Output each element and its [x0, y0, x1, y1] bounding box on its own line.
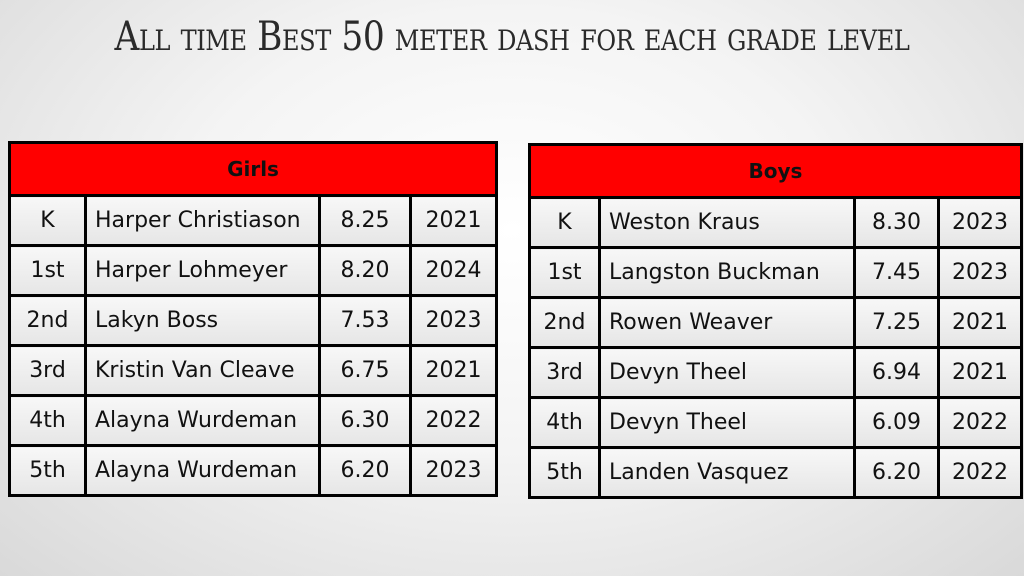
time-cell: 7.53: [318, 294, 412, 347]
name-cell: Alayna Wurdeman: [84, 394, 321, 447]
year-cell: 2021: [408, 194, 499, 247]
name-cell: Devyn Theel: [598, 396, 856, 449]
name-cell: Alayna Wurdeman: [84, 444, 321, 497]
name-cell: Weston Kraus: [598, 196, 856, 249]
time-cell: 6.20: [318, 444, 412, 497]
girls-header-row: Girls: [7, 141, 499, 197]
year-cell: 2022: [937, 446, 1023, 499]
year-cell: 2023: [408, 294, 499, 347]
grade-cell: 2nd: [528, 296, 601, 349]
page-title: All time Best 50 meter dash for each gra…: [114, 14, 910, 60]
name-cell: Harper Christiason: [84, 194, 321, 247]
table-row: 2nd Lakyn Boss 7.53 2023: [8, 294, 499, 347]
time-cell: 6.09: [853, 396, 940, 449]
grade-cell: 2nd: [8, 294, 87, 347]
grade-cell: K: [8, 194, 87, 247]
time-cell: 8.25: [318, 194, 412, 247]
year-cell: 2023: [937, 246, 1023, 299]
grade-cell: 5th: [528, 446, 601, 499]
table-row: 4th Devyn Theel 6.09 2022: [528, 396, 1023, 449]
time-cell: 6.75: [318, 344, 412, 397]
grade-cell: 5th: [8, 444, 87, 497]
year-cell: 2024: [408, 244, 499, 297]
grade-cell: 1st: [528, 246, 601, 299]
boys-header: Boys: [528, 143, 1023, 199]
time-cell: 8.30: [853, 196, 940, 249]
time-cell: 7.45: [853, 246, 940, 299]
year-cell: 2021: [408, 344, 499, 397]
name-cell: Langston Buckman: [598, 246, 856, 299]
year-cell: 2023: [408, 444, 499, 497]
table-row: 4th Alayna Wurdeman 6.30 2022: [8, 394, 499, 447]
year-cell: 2022: [937, 396, 1023, 449]
table-row: 5th Landen Vasquez 6.20 2022: [528, 446, 1023, 499]
year-cell: 2021: [937, 296, 1023, 349]
name-cell: Rowen Weaver: [598, 296, 856, 349]
grade-cell: 3rd: [8, 344, 87, 397]
table-row: 1st Langston Buckman 7.45 2023: [528, 246, 1023, 299]
girls-table: Girls K Harper Christiason 8.25 2021 1st…: [7, 141, 499, 497]
table-row: 1st Harper Lohmeyer 8.20 2024: [8, 244, 499, 297]
boys-table: Boys K Weston Kraus 8.30 2023 1st Langst…: [528, 143, 1023, 499]
time-cell: 6.30: [318, 394, 412, 447]
name-cell: Devyn Theel: [598, 346, 856, 399]
grade-cell: 1st: [8, 244, 87, 297]
table-row: K Harper Christiason 8.25 2021: [8, 194, 499, 247]
time-cell: 6.20: [853, 446, 940, 499]
grade-cell: 4th: [8, 394, 87, 447]
table-row: 2nd Rowen Weaver 7.25 2021: [528, 296, 1023, 349]
grade-cell: K: [528, 196, 601, 249]
table-row: 5th Alayna Wurdeman 6.20 2023: [8, 444, 499, 497]
year-cell: 2022: [408, 394, 499, 447]
grade-cell: 3rd: [528, 346, 601, 399]
name-cell: Kristin Van Cleave: [84, 344, 321, 397]
girls-header: Girls: [7, 141, 499, 197]
table-row: K Weston Kraus 8.30 2023: [528, 196, 1023, 249]
table-row: 3rd Kristin Van Cleave 6.75 2021: [8, 344, 499, 397]
boys-header-row: Boys: [528, 143, 1023, 199]
time-cell: 7.25: [853, 296, 940, 349]
year-cell: 2023: [937, 196, 1023, 249]
name-cell: Landen Vasquez: [598, 446, 856, 499]
year-cell: 2021: [937, 346, 1023, 399]
time-cell: 6.94: [853, 346, 940, 399]
table-row: 3rd Devyn Theel 6.94 2021: [528, 346, 1023, 399]
grade-cell: 4th: [528, 396, 601, 449]
name-cell: Harper Lohmeyer: [84, 244, 321, 297]
name-cell: Lakyn Boss: [84, 294, 321, 347]
time-cell: 8.20: [318, 244, 412, 297]
